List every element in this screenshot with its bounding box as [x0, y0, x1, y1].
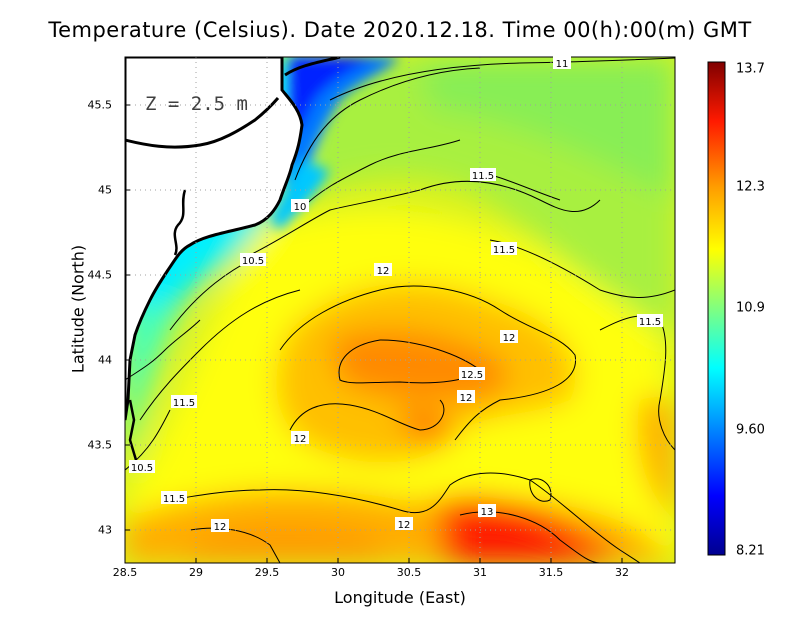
contour-label: 12	[503, 333, 516, 344]
colorbar-tick-label: 12.3	[736, 179, 765, 195]
contour-label: 11.5	[472, 171, 494, 182]
depth-label: Z = 2.5 m	[145, 93, 248, 115]
contour-label: 10.5	[242, 256, 264, 267]
y-tick-label: 45	[98, 183, 112, 197]
axis-ticks	[125, 104, 623, 563]
contour-label: 12	[460, 393, 473, 404]
x-tick-label: 29	[189, 566, 203, 579]
y-tick-label: 43	[98, 523, 112, 537]
contour-label-group: 11 11.5 10 11.5 10.5 12 11.5 12 12.5 11.…	[129, 56, 663, 533]
y-tick-label: 43.5	[87, 438, 113, 452]
contour-label: 11.5	[493, 245, 515, 256]
y-tick-label: 44	[98, 353, 112, 367]
contour-label: 10	[294, 202, 307, 213]
contour-label: 10.5	[131, 463, 153, 474]
plot-frame	[124, 56, 676, 564]
contour-label: 13	[481, 507, 494, 518]
x-tick-label: 31.5	[538, 566, 564, 579]
x-tick-label: 30	[331, 566, 345, 579]
x-tick-label: 28.5	[112, 566, 138, 579]
contour-label: 11.5	[173, 398, 195, 409]
contour-label: 12	[377, 266, 390, 277]
y-tick-label: 44.5	[87, 268, 113, 282]
colorbar	[707, 61, 726, 556]
map-title: Temperature (Celsius). Date 2020.12.18. …	[48, 18, 752, 42]
y-axis-label: Latitude (North)	[68, 244, 88, 374]
contour-label: 12	[398, 520, 411, 531]
x-axis-label: Longitude (East)	[334, 588, 466, 607]
contour-label: 11.5	[163, 494, 185, 505]
colorbar-tick-label: 10.9	[736, 300, 765, 316]
contour-label: 12	[294, 434, 307, 445]
x-tick-label: 29.5	[254, 566, 280, 579]
colorbar-tick-label: 8.21	[736, 543, 765, 559]
colorbar-tick-label: 9.60	[736, 422, 765, 438]
x-tick-label: 30.5	[396, 566, 422, 579]
contour-label: 12.5	[461, 370, 483, 381]
y-tick-label: 45.5	[87, 98, 113, 112]
colorbar-tick-label: 13.7	[736, 61, 765, 77]
contour-label: 12	[214, 522, 227, 533]
coastline	[125, 57, 341, 461]
contour-label: 11	[556, 59, 569, 70]
x-tick-label: 32	[615, 566, 629, 579]
x-tick-label: 31	[473, 566, 487, 579]
contour-label: 11.5	[639, 317, 661, 328]
